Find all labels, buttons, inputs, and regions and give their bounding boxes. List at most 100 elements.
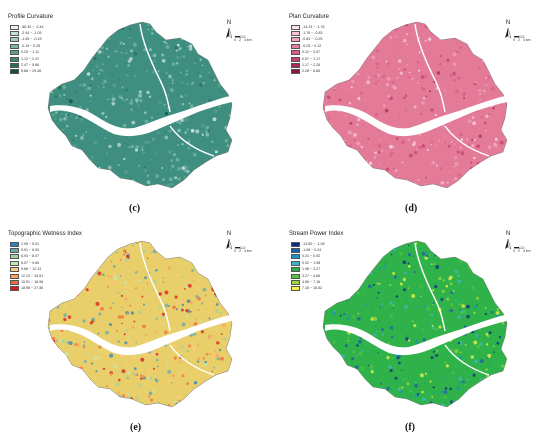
terrain-cell [353,92,355,94]
terrain-cell [422,338,427,342]
terrain-cell [353,133,357,137]
terrain-cell [107,165,112,170]
scale-label-4km: 4 km [523,38,531,42]
legend-item: -1.76 ~ -0.83 [291,30,324,37]
terrain-cell [354,281,359,286]
terrain-cell [168,177,173,182]
terrain-cell [350,357,355,361]
terrain-cell [103,79,107,84]
terrain-cell [378,245,381,248]
legend-swatch [10,248,19,254]
terrain-cell [57,379,61,383]
terrain-cell [201,64,204,67]
terrain-cell [181,96,184,99]
terrain-cell [443,91,448,95]
terrain-cell [504,321,507,324]
terrain-cell [455,89,459,93]
terrain-cell [74,343,77,346]
terrain-cell [344,262,349,267]
terrain-cell [157,244,161,249]
terrain-cell [493,351,495,353]
terrain-cell [388,176,393,180]
terrain-cell [443,390,448,394]
terrain-cell [362,383,367,387]
terrain-cell [370,58,372,60]
terrain-cell [496,307,500,311]
terrain-cell [375,325,377,327]
terrain-cell [126,395,131,400]
terrain-cell [353,255,356,259]
terrain-cell [178,23,181,26]
terrain-cell [226,359,228,362]
terrain-cell [103,399,107,404]
terrain-cell [71,22,74,24]
terrain-cell [56,159,59,162]
terrain-cell [473,156,476,160]
terrain-cell [93,172,96,174]
terrain-cell [79,117,84,121]
terrain-cell [69,364,73,369]
terrain-cell [391,80,395,84]
terrain-cell [127,64,130,67]
terrain-cell [93,57,97,61]
terrain-cell [419,373,424,378]
terrain-cell [228,169,232,173]
terrain-cell [74,91,77,93]
terrain-cell [466,314,470,319]
terrain-cell [158,100,162,104]
terrain-cell [127,162,130,166]
terrain-cell [489,366,491,369]
terrain-cell [457,274,460,278]
scale-label-2: 2 [239,38,241,42]
terrain-cell [467,395,470,397]
terrain-cell [193,179,197,183]
terrain-cell [83,359,87,364]
terrain-cell [219,311,222,315]
terrain-cell [200,384,205,389]
terrain-cell [323,363,326,367]
terrain-cell [175,157,180,162]
scale-label-2: 2 [239,249,241,253]
terrain-cell [459,308,461,311]
terrain-cell [352,40,355,44]
terrain-cell [200,330,204,334]
terrain-cell [339,28,342,31]
terrain-cell [398,183,400,185]
terrain-cell [376,66,378,69]
terrain-cell [231,63,232,66]
terrain-cell [146,282,149,285]
terrain-cell [164,131,167,134]
terrain-cell [407,253,412,257]
terrain-cell [390,158,392,161]
terrain-cell [231,89,232,93]
terrain-cell [345,173,348,176]
terrain-cell [197,242,200,245]
terrain-cell [434,353,439,357]
terrain-cell [171,81,174,84]
terrain-cell [201,133,204,136]
terrain-cell [180,71,182,74]
terrain-cell [482,247,487,251]
terrain-cell [199,83,203,87]
terrain-cell [152,59,156,63]
terrain-cell [380,327,384,332]
terrain-cell [68,181,70,183]
legend-item: 1.98 ~ 3.27 [291,267,324,273]
terrain-cell [441,67,444,70]
stream-north [414,242,446,332]
terrain-cell [485,76,488,80]
terrain-cell [176,274,179,277]
terrain-cell [351,253,355,257]
terrain-cell [323,404,325,406]
terrain-cell [74,279,77,282]
terrain-cell [493,143,498,148]
terrain-cell [408,381,411,384]
terrain-cell [68,185,72,188]
terrain-cell [149,45,151,47]
terrain-cell [377,291,380,294]
terrain-cell [181,303,185,307]
terrain-cell [184,117,188,122]
terrain-cell [491,106,495,110]
terrain-cell [378,267,382,271]
terrain-cell [117,163,120,167]
